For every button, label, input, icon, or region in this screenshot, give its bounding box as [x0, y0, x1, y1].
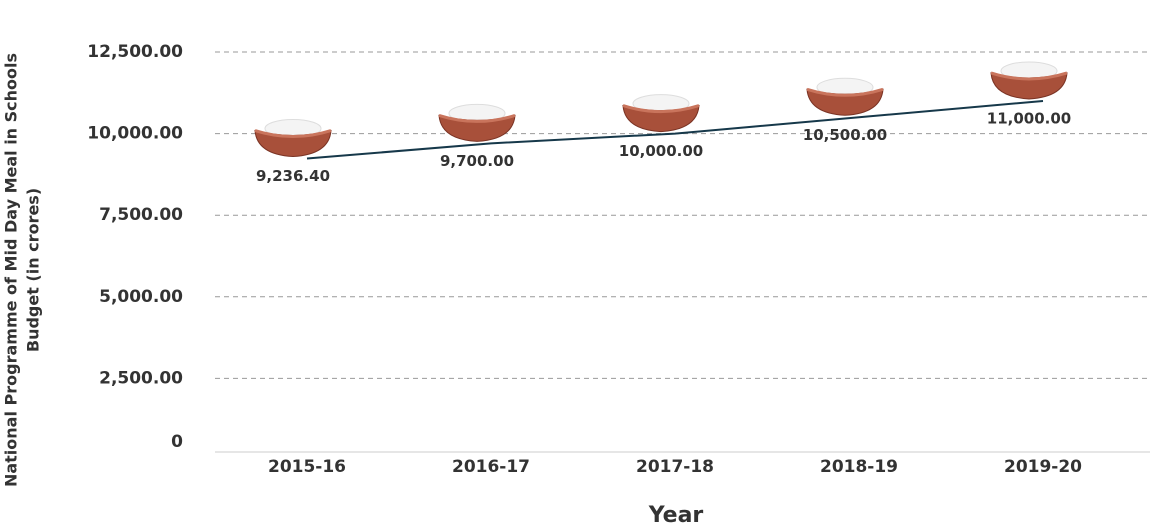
x-tick-label: 2019-20: [1004, 457, 1082, 477]
y-tick-label: 7,500.00: [99, 205, 183, 225]
y-axis-title: National Programme of Mid Day Meal in Sc…: [2, 53, 21, 487]
x-tick-label: 2015-16: [268, 457, 346, 477]
x-tick-label: 2018-19: [820, 457, 898, 477]
bowl-marker: [622, 94, 700, 133]
line: [306, 99, 1044, 160]
bowl-rim: [990, 71, 1068, 81]
y-tick-label: 12,500.00: [87, 42, 183, 62]
data-label: 9,700.00: [440, 152, 514, 170]
y-tick-label: 5,000.00: [99, 287, 183, 307]
bowl-marker: [990, 61, 1068, 100]
y-tick-label: 2,500.00: [99, 368, 183, 388]
x-axis-title: Year: [648, 503, 704, 528]
bowl-rim: [438, 113, 516, 123]
x-tick-label: 2016-17: [452, 457, 530, 477]
bowl-marker: [438, 103, 516, 142]
bowl-rim: [622, 104, 700, 114]
bowl-marker: [806, 77, 884, 116]
data-label: 11,000.00: [987, 109, 1071, 127]
bowl-marker: [254, 119, 332, 158]
y-tick-label: 10,000.00: [87, 124, 183, 144]
bowl-rim: [806, 87, 884, 97]
bowl-rim: [254, 129, 332, 138]
data-label: 10,000.00: [619, 142, 703, 160]
data-label: 9,236.40: [256, 167, 330, 185]
y-axis-title: Budget (in crores): [24, 188, 43, 352]
y-tick-label: 0: [171, 432, 183, 452]
x-tick-label: 2017-18: [636, 457, 714, 477]
data-label: 10,500.00: [803, 126, 887, 144]
